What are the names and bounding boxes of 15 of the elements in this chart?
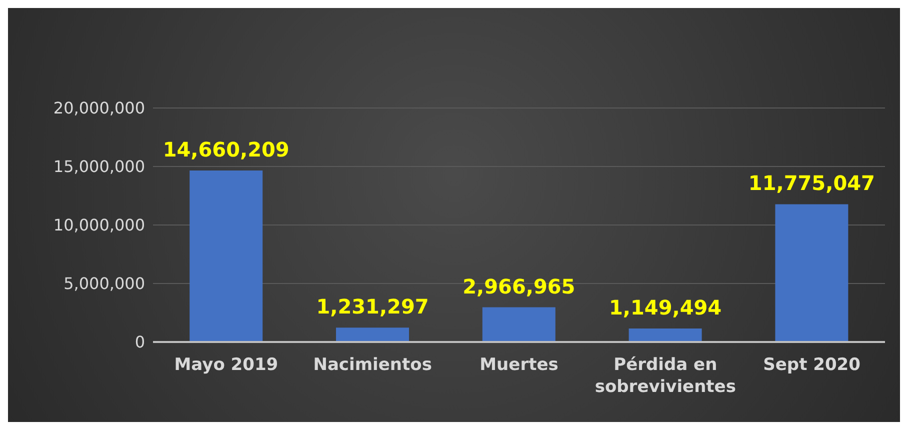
data-label: 1,231,297 (316, 294, 429, 319)
y-tick-label: 20,000,000 (53, 98, 145, 118)
data-label: 1,149,494 (608, 296, 722, 320)
x-tick-label: Sept 2020 (763, 355, 861, 375)
x-tick-label: Mayo 2019 (174, 355, 278, 375)
data-label: 11,775,047 (748, 171, 875, 196)
data-label: 2,966,965 (462, 274, 576, 298)
data-label: 14,660,209 (162, 137, 290, 162)
y-tick-label: 10,000,000 (53, 216, 145, 235)
x-tick-label: Nacimientos (313, 355, 432, 375)
x-tick-label: Pérdida en sobrevivientes (594, 355, 736, 397)
y-tick-label: 5,000,000 (64, 274, 145, 294)
x-tick-label: Muertes (480, 355, 558, 375)
y-tick-label: 0 (134, 332, 145, 352)
y-tick-label: 15,000,000 (53, 157, 145, 176)
